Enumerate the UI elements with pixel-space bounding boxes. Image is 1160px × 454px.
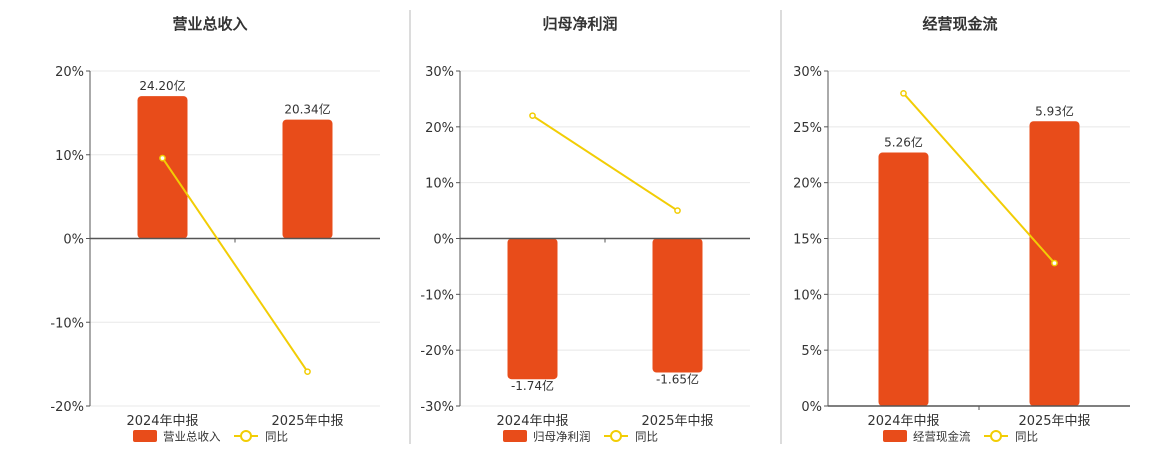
yoy-line [531,114,679,212]
bar-data-label: 5.26亿 [884,135,923,150]
y-tick-label: -10% [50,316,84,331]
y-tick-label: -30% [420,400,454,415]
legend-bar-swatch [133,430,157,442]
y-tick-label: 10% [793,288,822,303]
legend-bar-label: 营业总收入 [163,430,221,444]
yoy-point [674,207,681,214]
legend-line-marker [610,430,622,442]
yoy-point [1051,259,1058,267]
y-tick-label: 20% [55,65,84,80]
y-tick-label: 20% [425,121,454,136]
yoy-point [529,112,536,120]
bar-data-label: 24.20亿 [139,78,185,93]
x-tick-label: 2025年中报 [271,414,343,429]
x-tick-label: 2025年中报 [1018,414,1090,429]
bar [878,152,929,406]
bar-data-label: -1.65亿 [656,372,699,387]
y-tick-label: 0% [433,233,454,248]
chart-title: 营业总收入 [172,15,247,33]
bar-data-label: 20.34亿 [284,102,330,117]
yoy-line [902,92,1056,264]
bar [507,238,558,380]
bar [137,96,188,239]
y-tick-label: 25% [793,121,822,136]
y-tick-label: 10% [425,177,454,192]
yoy-point [900,89,907,97]
y-tick-label: 30% [793,65,822,80]
bar-data-label: -1.74亿 [511,378,554,393]
legend-bar-label: 归母净利润 [533,430,591,444]
x-tick-label: 2024年中报 [496,414,568,429]
x-tick-label: 2024年中报 [126,414,198,429]
y-tick-label: 15% [793,233,822,248]
yoy-line [161,157,309,373]
yoy-point [159,154,166,162]
y-tick-label: 0% [63,233,84,248]
y-tick-label: 5% [801,344,822,359]
y-tick-label: -20% [50,400,84,415]
chart-title: 归母净利润 [542,15,617,33]
bar-data-label: 5.93亿 [1035,103,1074,118]
x-tick-label: 2024年中报 [867,414,939,429]
legend-bar-label: 经营现金流 [913,430,971,444]
y-tick-label: -10% [420,288,454,303]
chart-title: 经营现金流 [922,15,997,33]
bar [282,119,333,239]
legend-line-label: 同比 [265,430,288,444]
bar [652,238,703,373]
y-tick-label: 0% [801,400,822,415]
y-tick-label: 20% [793,177,822,192]
legend-line-marker [240,430,252,442]
y-tick-label: 30% [425,65,454,80]
legend-line-marker [990,430,1002,442]
y-tick-label: -20% [420,344,454,359]
x-tick-label: 2025年中报 [641,414,713,429]
legend-bar-swatch [883,430,907,442]
legend-bar-swatch [503,430,527,442]
legend-line-label: 同比 [635,430,658,444]
yoy-point [304,368,311,376]
y-tick-label: 10% [55,149,84,164]
legend-line-label: 同比 [1015,430,1038,444]
